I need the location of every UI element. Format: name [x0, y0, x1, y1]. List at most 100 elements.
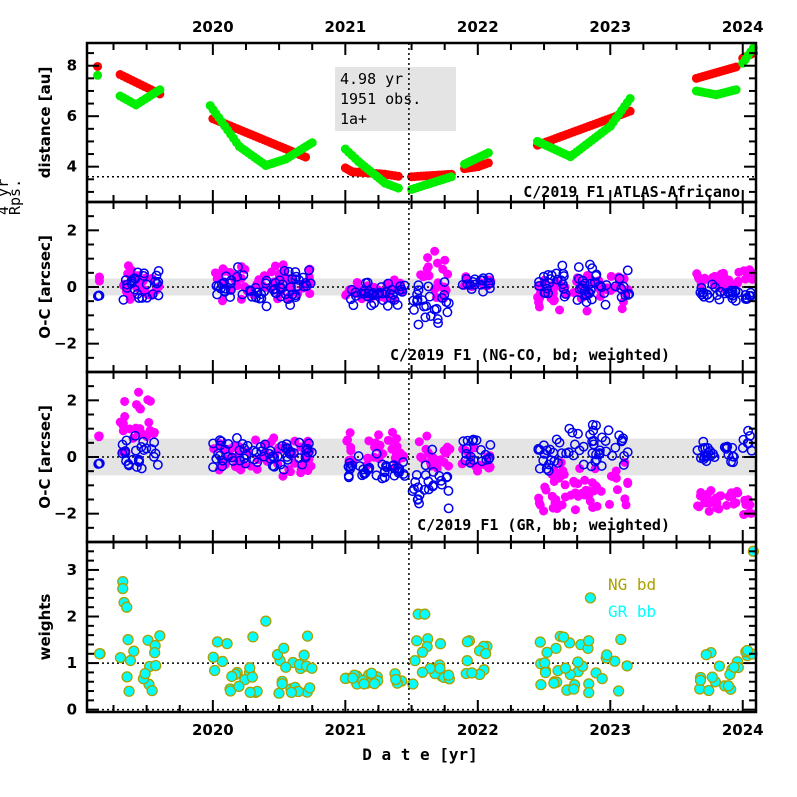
data-point	[569, 476, 579, 486]
data-point	[588, 439, 599, 450]
data-point	[217, 296, 227, 306]
data-point	[120, 275, 131, 285]
data-point	[419, 271, 429, 281]
data-point	[582, 635, 595, 647]
data-point	[434, 638, 447, 650]
data-point	[267, 460, 278, 471]
data-point	[366, 300, 377, 311]
data-point	[579, 285, 590, 296]
data-point	[129, 284, 140, 295]
data-point	[731, 85, 741, 95]
data-point	[209, 664, 221, 677]
bottom-year-label: 2021	[324, 721, 366, 739]
data-point	[139, 667, 151, 680]
data-point	[270, 261, 280, 271]
data-point	[534, 302, 544, 312]
data-point	[551, 434, 562, 445]
data-point	[153, 290, 164, 301]
data-point	[743, 425, 754, 436]
data-point	[543, 465, 554, 476]
data-point	[535, 500, 545, 510]
data-point	[353, 451, 364, 462]
data-point	[301, 630, 314, 642]
data-point	[225, 292, 236, 302]
data-point	[442, 307, 453, 318]
data-point	[564, 423, 575, 434]
y-axis-label: distance [au]	[36, 67, 54, 179]
data-point	[117, 582, 129, 595]
y-tick-label: 4	[67, 158, 77, 176]
data-point	[94, 431, 104, 441]
data-point	[560, 480, 570, 490]
data-point	[409, 484, 419, 494]
y-axis-label: O-C [arcsec]	[36, 235, 54, 339]
data-point	[460, 455, 471, 466]
data-point	[465, 457, 476, 468]
top-year-label: 2023	[589, 18, 631, 36]
data-point	[139, 285, 149, 295]
data-point	[720, 273, 730, 283]
data-point	[577, 488, 587, 498]
y-tick-label: 1	[67, 654, 77, 672]
data-point	[216, 655, 229, 668]
data-point	[414, 490, 425, 501]
data-point	[228, 456, 239, 466]
data-point	[468, 434, 479, 445]
data-point	[150, 276, 161, 287]
data-point	[624, 288, 635, 299]
data-point	[583, 686, 595, 699]
data-point	[273, 687, 285, 699]
data-point	[252, 464, 262, 474]
data-point	[139, 268, 149, 279]
y-tick-label: 2	[67, 391, 77, 409]
data-point	[395, 281, 406, 292]
data-point	[410, 476, 421, 487]
data-point	[207, 651, 219, 663]
y-axis-label: O-C [arcsec]	[36, 405, 54, 509]
data-point	[461, 448, 472, 459]
data-point	[600, 299, 611, 310]
data-point	[539, 666, 552, 679]
data-point	[414, 437, 424, 447]
data-point	[237, 289, 248, 300]
data-point	[425, 311, 436, 322]
data-point	[280, 661, 292, 673]
data-point	[431, 303, 442, 314]
data-point	[568, 683, 580, 695]
data-point	[409, 304, 419, 315]
data-point	[130, 430, 141, 441]
data-point	[548, 447, 559, 458]
data-point	[270, 283, 280, 294]
data-point	[416, 452, 426, 462]
data-point	[285, 282, 296, 293]
data-point	[417, 295, 428, 306]
data-point	[407, 678, 419, 690]
top-year-label: 2024	[722, 18, 764, 36]
data-point	[260, 615, 272, 627]
data-point	[284, 448, 295, 459]
data-point	[477, 275, 488, 286]
data-point	[274, 275, 285, 286]
data-point	[240, 458, 251, 469]
data-point	[588, 502, 598, 512]
data-point	[250, 282, 261, 293]
bottom-year-label: 2024	[722, 721, 764, 739]
data-point	[701, 274, 711, 284]
data-point	[124, 654, 137, 667]
data-point	[246, 671, 258, 683]
data-point	[534, 463, 545, 474]
data-point	[294, 437, 305, 448]
data-point	[574, 284, 585, 295]
data-point	[548, 677, 560, 689]
top-year-label: 2022	[457, 18, 499, 36]
data-point	[541, 463, 552, 474]
data-point	[436, 475, 447, 486]
data-point	[461, 655, 473, 667]
x-axis-label: D a t e [yr]	[362, 745, 478, 764]
data-point	[412, 294, 423, 305]
data-point	[432, 463, 442, 473]
data-point	[480, 449, 491, 460]
data-point	[739, 266, 749, 276]
data-point	[278, 642, 290, 654]
data-point	[438, 264, 448, 274]
